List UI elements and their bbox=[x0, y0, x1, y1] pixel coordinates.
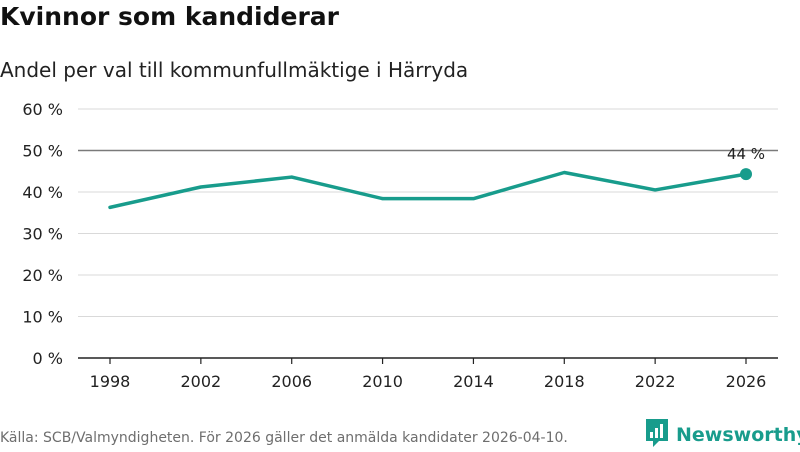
y-tick-label: 0 % bbox=[33, 349, 63, 368]
x-tick-label: 1998 bbox=[90, 372, 131, 391]
x-tick-label: 2022 bbox=[635, 372, 676, 391]
newsworthy-brand-name: Newsworthy bbox=[676, 424, 800, 446]
x-tick-label: 2014 bbox=[453, 372, 494, 391]
chart-subtitle: Andel per val till kommunfullmäktige i H… bbox=[0, 58, 469, 82]
y-tick-label: 40 % bbox=[22, 183, 63, 202]
source-note: Källa: SCB/Valmyndigheten. För 2026 gäll… bbox=[0, 430, 568, 446]
end-point-marker bbox=[740, 168, 752, 181]
x-tick-label: 2010 bbox=[362, 372, 403, 391]
axes bbox=[78, 357, 778, 364]
chart-title: Kvinnor som kandiderar bbox=[0, 2, 339, 31]
y-tick-label: 50 % bbox=[22, 142, 63, 161]
y-tick-label: 30 % bbox=[22, 225, 63, 244]
line-chart: 0 % 10 % 20 % 30 % 40 % 50 % 60 % 1998 2002 2006 2… bbox=[22, 100, 778, 391]
y-tick-label: 60 % bbox=[22, 100, 63, 119]
y-tick-label: 10 % bbox=[22, 308, 63, 327]
x-tick-label: 2006 bbox=[271, 372, 312, 391]
y-tick-label: 20 % bbox=[22, 266, 63, 285]
newsworthy-bar-chart-icon bbox=[644, 418, 670, 452]
x-tick-label: 2002 bbox=[180, 372, 221, 391]
labels: 0 % 10 % 20 % 30 % 40 % 50 % 60 % 1998 2002 2006 2… bbox=[22, 100, 766, 391]
series-layer bbox=[108, 168, 752, 210]
series-line-andel-kvinnor bbox=[108, 170, 748, 210]
x-tick-label: 2018 bbox=[544, 372, 585, 391]
newsworthy-logo[interactable]: Newsworthy bbox=[644, 418, 800, 452]
x-tick-label: 2026 bbox=[726, 372, 767, 391]
end-value-label: 44 % bbox=[727, 145, 765, 163]
gridlines bbox=[78, 108, 778, 317]
